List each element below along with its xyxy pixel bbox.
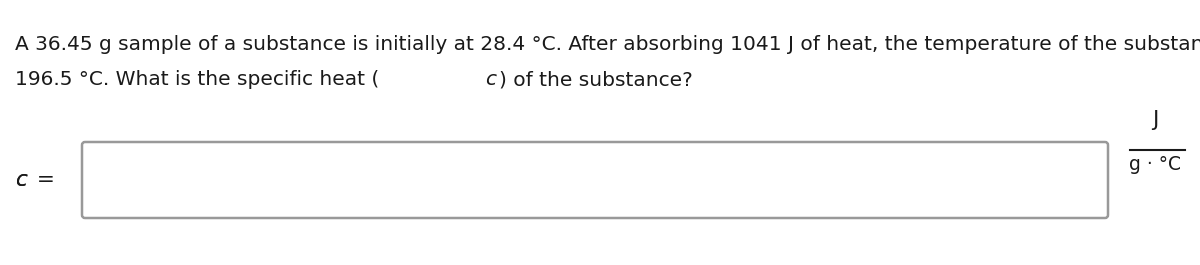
Text: =: = [30, 170, 55, 190]
Text: c: c [485, 70, 496, 89]
Text: c: c [14, 170, 26, 190]
Text: J: J [1152, 110, 1158, 130]
Text: c: c [14, 170, 26, 190]
Text: g · °C: g · °C [1129, 155, 1181, 174]
Text: A 36.45 g sample of a substance is initially at 28.4 °C. After absorbing 1041 J : A 36.45 g sample of a substance is initi… [14, 35, 1200, 54]
FancyBboxPatch shape [82, 142, 1108, 218]
Text: 196.5 °C. What is the specific heat (: 196.5 °C. What is the specific heat ( [14, 70, 379, 89]
Text: ) of the substance?: ) of the substance? [499, 70, 694, 89]
